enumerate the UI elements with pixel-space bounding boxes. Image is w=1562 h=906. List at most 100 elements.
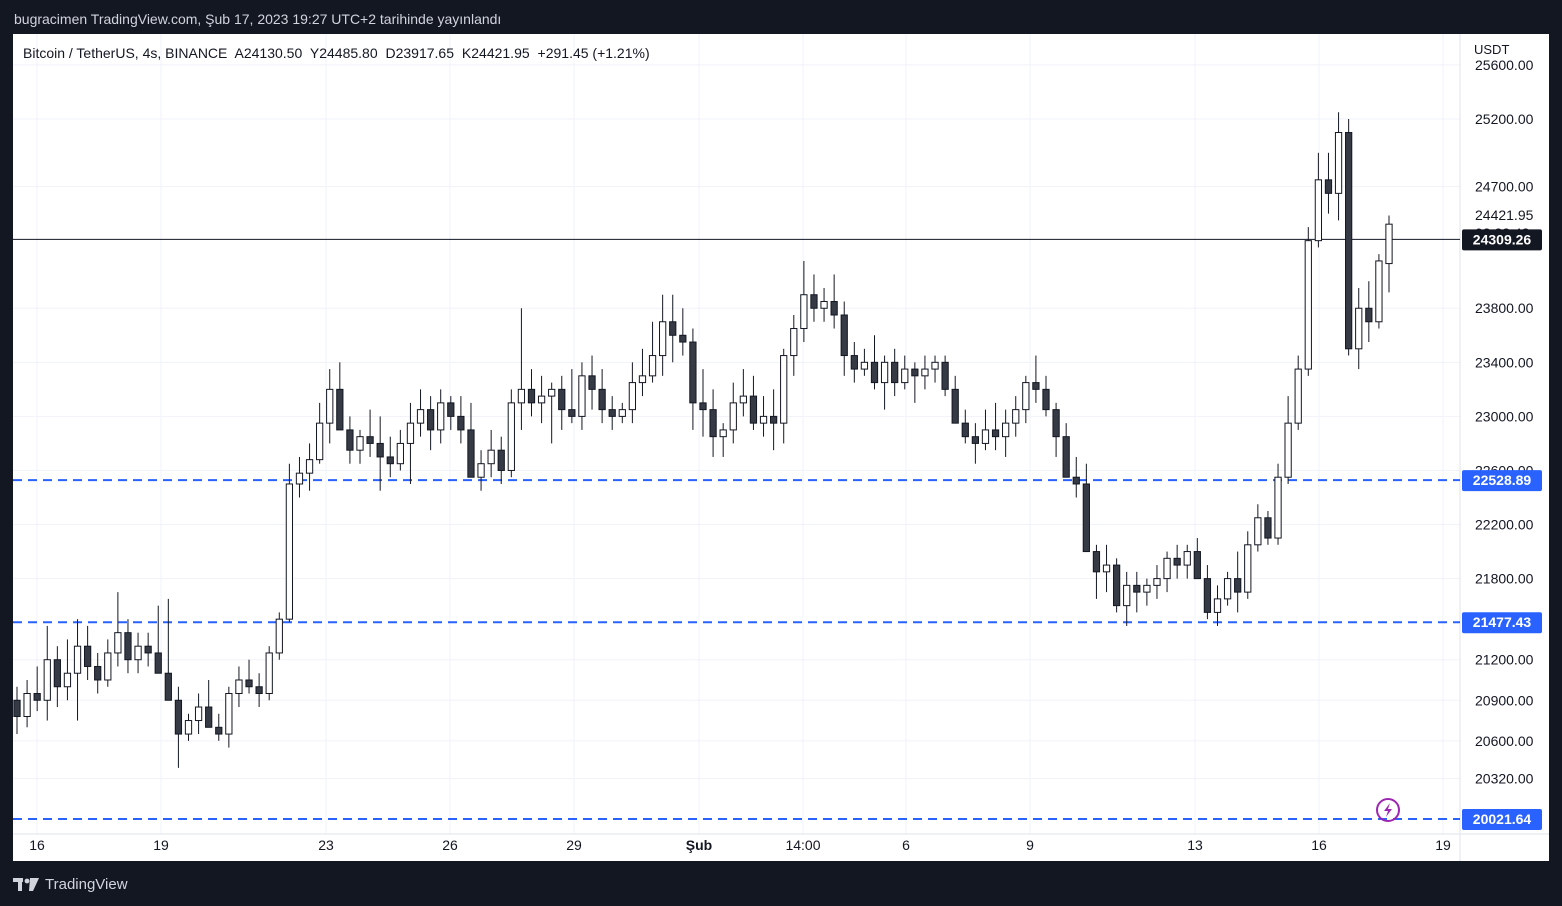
badge-label: 22528.89 [1473, 472, 1532, 488]
candle [1092, 544, 1101, 599]
candle-body [1012, 409, 1020, 424]
price-tick-label: 23000.00 [1475, 408, 1534, 424]
candle [941, 355, 949, 397]
candle [880, 355, 889, 410]
candle [537, 375, 546, 424]
tradingview-brand[interactable]: TradingView [13, 876, 128, 893]
candle-body [73, 645, 82, 674]
candle-body [971, 436, 980, 444]
legend-low: D23917.65 [385, 45, 455, 61]
candle [356, 429, 364, 464]
candle [23, 679, 31, 728]
candle-body [376, 442, 384, 458]
badge-label: 20021.64 [1473, 811, 1532, 827]
candle [749, 375, 758, 430]
candle [1254, 504, 1262, 552]
candle [1244, 531, 1252, 599]
candle [1022, 375, 1030, 424]
candle-body [426, 409, 435, 431]
candle-body [386, 456, 394, 465]
candle [1112, 558, 1121, 613]
candle [124, 619, 132, 674]
candle-body [164, 672, 172, 701]
candle [1173, 544, 1181, 579]
footer: TradingView [0, 861, 1562, 906]
candle [1385, 215, 1393, 293]
candle-body [517, 388, 526, 404]
price-tick-label: 20600.00 [1475, 733, 1534, 749]
candle-body [527, 388, 536, 404]
candle-body [880, 361, 889, 384]
candle [295, 456, 304, 498]
candlestick-chart[interactable]: 25600.00 25200.00 24700.00 23800.00 23400.00… [13, 34, 1549, 861]
candle-body [840, 314, 848, 357]
candle [1032, 355, 1040, 403]
badge-label: 21477.43 [1473, 614, 1532, 630]
candle [689, 328, 697, 430]
candle [901, 355, 909, 390]
candle-body [961, 422, 969, 438]
candle [810, 274, 818, 322]
candle-body [870, 361, 879, 384]
alert-icon[interactable] [1376, 798, 1400, 822]
candle [336, 362, 344, 431]
candle [608, 396, 616, 430]
price-badges: 24421.9502:32:4324309.2622528.8921477.43… [1462, 207, 1542, 830]
tradingview-logo-icon [13, 877, 39, 892]
candle [840, 301, 848, 376]
time-tick-label: 9 [1026, 837, 1034, 853]
candle-body [749, 395, 758, 424]
candle-body [1032, 382, 1040, 390]
chart-panel[interactable]: 25600.00 25200.00 24700.00 23800.00 23400.00… [13, 34, 1549, 861]
candle [1002, 409, 1010, 457]
candle-body [1274, 476, 1282, 539]
candle [1193, 538, 1201, 580]
candle-body [83, 645, 92, 667]
candle [104, 639, 112, 687]
candle-body [1365, 307, 1373, 323]
candle-body [790, 328, 798, 357]
candle-body [548, 388, 556, 397]
candle-body [1042, 388, 1050, 411]
candle [467, 402, 475, 478]
time-tick-label: 19 [1435, 837, 1451, 853]
time-tick-label: 13 [1187, 837, 1203, 853]
candle [13, 686, 21, 735]
candle-body [336, 388, 344, 431]
candle [719, 423, 727, 457]
candle [1012, 396, 1020, 437]
candle [346, 416, 354, 464]
candle [1264, 511, 1272, 545]
candle-body [1133, 584, 1141, 593]
candle-body [1334, 132, 1343, 194]
candle [558, 375, 566, 430]
badge-label: 24309.26 [1473, 231, 1532, 247]
candle-body [366, 436, 374, 444]
candle-body [114, 632, 122, 654]
candle-body [1203, 578, 1212, 613]
candle-body [628, 382, 637, 411]
candle [820, 287, 828, 322]
legend-symbol: Bitcoin / TetherUS, 4s, BINANCE [23, 45, 228, 61]
candle-body [194, 706, 203, 722]
candle [1294, 355, 1302, 430]
candle-body [800, 294, 808, 330]
candle [94, 652, 102, 694]
candle [275, 612, 283, 660]
candle [63, 639, 72, 701]
time-tick-label: 29 [566, 837, 582, 853]
candle-body [63, 672, 72, 688]
candle [648, 321, 657, 383]
horizontal-levels [13, 238, 1460, 820]
candle [255, 673, 263, 708]
candle-body [1244, 544, 1252, 593]
candle-body [1072, 476, 1080, 485]
candle [780, 348, 788, 444]
candle-body [618, 409, 626, 417]
published-text: bugracimen TradingView.com, Şub 17, 2023… [14, 11, 502, 27]
candle [437, 389, 445, 444]
candle [527, 369, 536, 417]
candle-body [911, 368, 919, 377]
time-tick-label: 23 [318, 837, 334, 853]
candle [769, 389, 778, 451]
